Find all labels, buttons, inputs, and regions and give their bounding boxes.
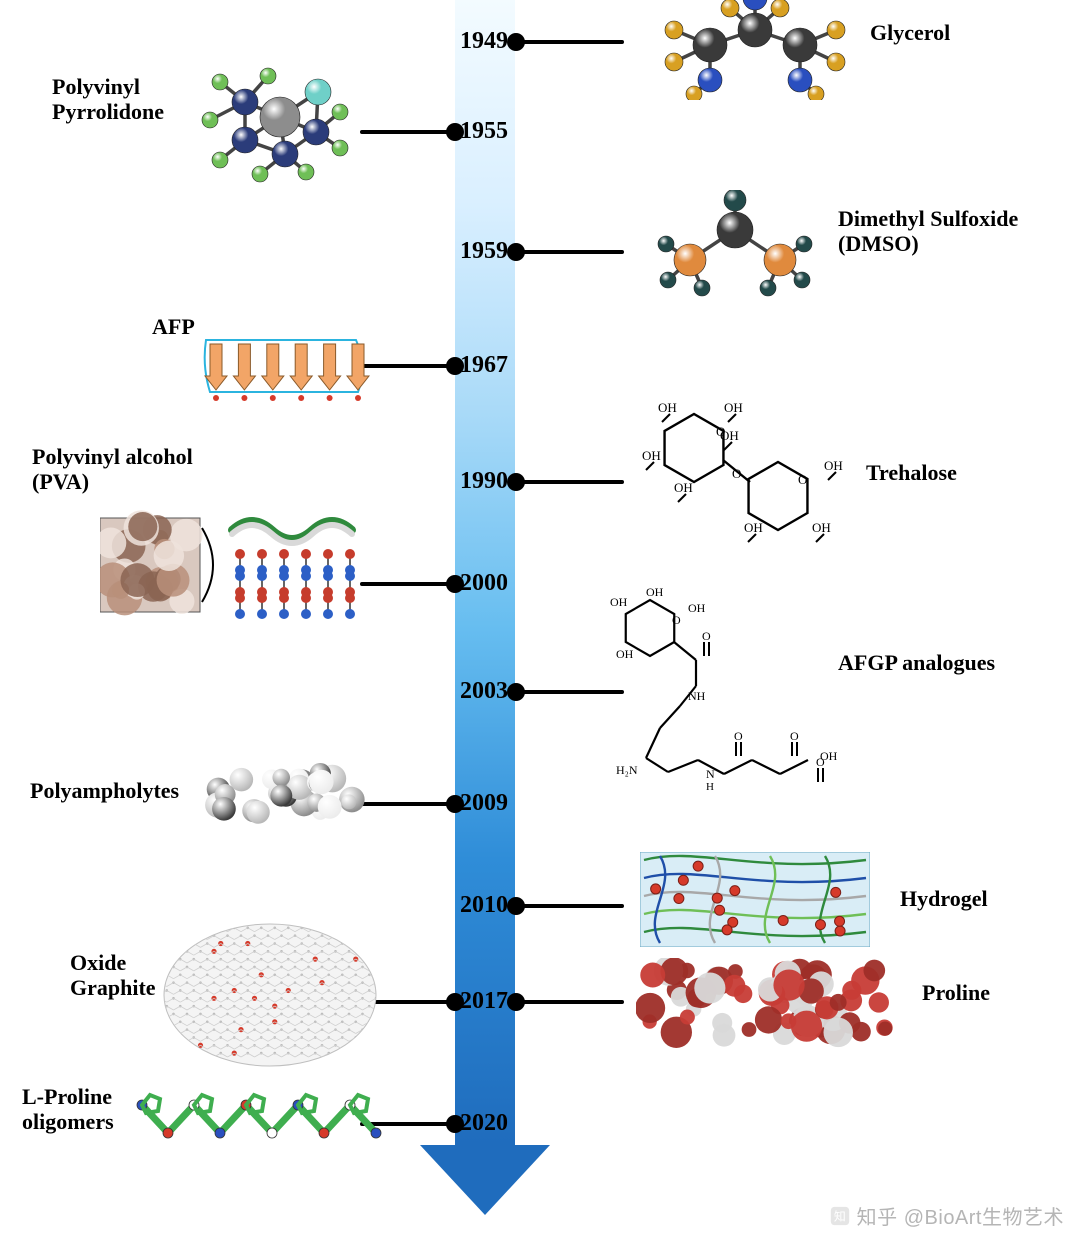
connector [516,1000,624,1004]
svg-text:OH: OH [610,595,628,609]
year-2000: 2000 [460,570,520,597]
connector [360,364,455,368]
svg-text:知: 知 [833,1209,845,1223]
connector [516,40,624,44]
svg-text:O: O [734,729,743,743]
label-glycerol: Glycerol [870,20,950,45]
label-hydrogel: Hydrogel [900,886,988,911]
svg-text:N: N [706,767,715,781]
connector [360,130,455,134]
svg-text:O: O [716,424,725,439]
watermark: 知 知乎 @BioArt生物艺术 [829,1201,1064,1230]
label-polyvinyl-alcohol: Polyvinyl alcohol (PVA) [32,444,193,495]
pva-illus [100,510,370,620]
connector [360,582,455,586]
connector [516,480,624,484]
dmso-illus [640,190,830,310]
svg-text:H₂N: H₂N [616,763,638,777]
watermark-text: 知乎 @BioArt生物艺术 [857,1201,1064,1230]
svg-text:OH: OH [820,749,838,763]
svg-text:OH: OH [824,458,843,473]
year-1967: 1967 [460,352,520,379]
svg-text:O: O [798,472,807,487]
label-afp: AFP [152,314,195,339]
figure-canvas: 知 知乎 @BioArt生物艺术 1949Glycerol1955Polyvin… [0,0,1080,1240]
connector [360,802,455,806]
afp-illus [200,326,370,406]
label-dimethyl-sulfoxide: Dimethyl Sulfoxide (DMSO) [838,206,1018,257]
svg-text:OH: OH [642,448,661,463]
pvp-illus [190,62,370,192]
svg-text:OH: OH [658,400,677,415]
connector [516,904,624,908]
hydrogel-illus [640,852,870,947]
svg-text:H: H [706,781,714,793]
timeline-arrowhead [420,1145,550,1215]
svg-text:OH: OH [724,400,743,415]
svg-text:OH: OH [646,588,664,599]
svg-text:O: O [732,466,741,481]
zhihu-icon: 知 [829,1205,851,1227]
label-oxide: Oxide Graphite [70,950,156,1001]
svg-text:O: O [702,629,711,643]
year-2020: 2020 [460,1110,520,1137]
connector [516,250,624,254]
year-1955: 1955 [460,118,520,145]
afgp-illus: OHOHOHOHOOOOONHNHH₂NOH [588,588,838,808]
oxide_graphite-illus [160,920,380,1070]
label-proline: Proline [922,980,990,1005]
polyampholytes-illus [200,760,370,825]
lproline-illus [130,1084,390,1154]
label-polyvinyl: Polyvinyl Pyrrolidone [52,74,164,125]
label-afgp-analogues: AFGP analogues [838,650,995,675]
svg-text:OH: OH [674,480,693,495]
svg-text:NH: NH [688,689,706,703]
trehalose-illus: OHOHOHOHOHOHOHOHOOO [628,400,858,550]
svg-text:O: O [790,729,799,743]
svg-text:O: O [672,613,681,627]
year-2009: 2009 [460,790,520,817]
label-trehalose: Trehalose [866,460,957,485]
svg-text:OH: OH [688,601,706,615]
label-l-proline: L-Proline oligomers [22,1084,114,1135]
svg-text:OH: OH [616,647,634,661]
proline-illus [636,958,896,1048]
label-polyampholytes: Polyampholytes [30,778,179,803]
svg-text:OH: OH [812,520,831,535]
glycerol-illus [650,0,860,100]
svg-text:OH: OH [744,520,763,535]
